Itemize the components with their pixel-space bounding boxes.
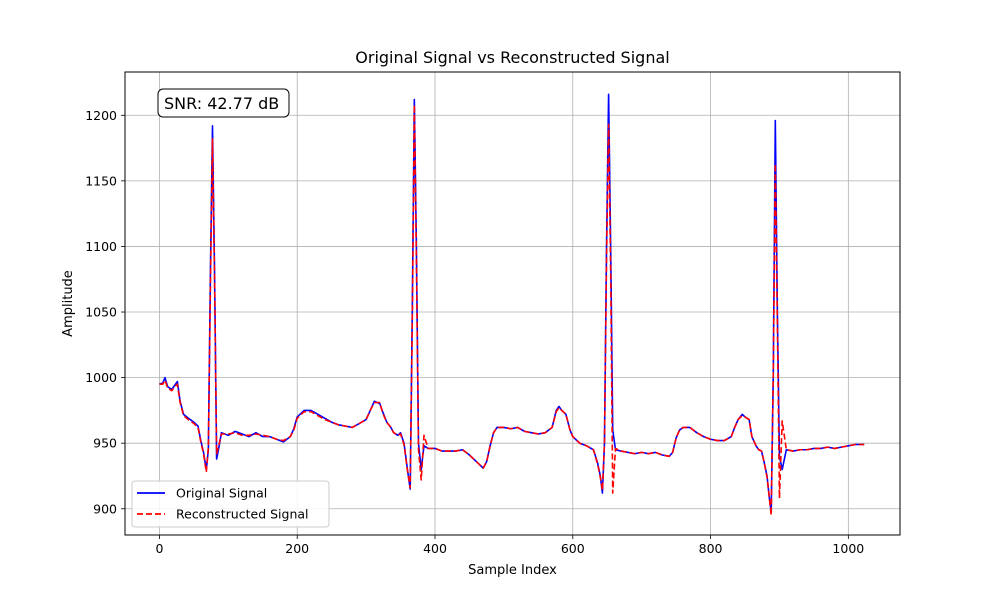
series-layer — [159, 93, 865, 517]
y-tick-label: 950 — [93, 436, 117, 451]
chart-title: Original Signal vs Reconstructed Signal — [355, 48, 669, 67]
legend: Original Signal Reconstructed Signal — [131, 480, 330, 528]
legend-label: Reconstructed Signal — [176, 507, 309, 522]
y-tick-label: 1100 — [85, 239, 117, 254]
y-axis-label: Amplitude — [61, 270, 76, 337]
y-tick-label: 1050 — [85, 305, 117, 320]
y-axis-ticks: 900 950 1000 1050 1100 1150 1200 — [85, 108, 125, 516]
grid — [125, 72, 900, 535]
x-tick-label: 800 — [699, 541, 723, 556]
x-tick-label: 600 — [561, 541, 585, 556]
plot-frame — [124, 71, 901, 536]
x-tick-label: 400 — [423, 541, 447, 556]
snr-annotation-box — [157, 88, 290, 118]
snr-annotation-text: SNR: 42.77 dB — [164, 94, 279, 113]
y-tick-label: 900 — [93, 501, 117, 516]
y-tick-label: 1000 — [85, 370, 117, 385]
x-tick-label: 0 — [155, 541, 163, 556]
y-tick-label: 1200 — [85, 108, 117, 123]
legend-box — [131, 480, 330, 528]
snr-annotation: SNR: 42.77 dB — [157, 88, 290, 118]
x-axis-label: Sample Index — [468, 563, 557, 578]
y-tick-label: 1150 — [85, 173, 117, 188]
legend-label: Original Signal — [176, 486, 267, 501]
x-tick-label: 1000 — [832, 541, 864, 556]
series-line-reconstructed — [159, 103, 865, 517]
x-axis-ticks: 0 200 400 600 800 1000 — [155, 535, 864, 556]
x-tick-label: 200 — [285, 541, 309, 556]
